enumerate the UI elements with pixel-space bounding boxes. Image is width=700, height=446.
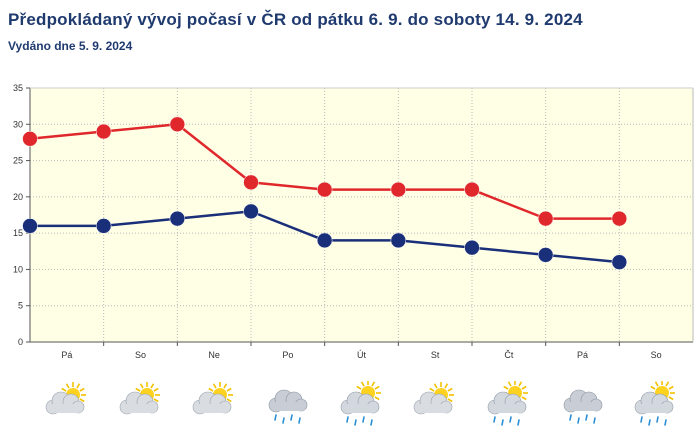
y-tick-label: 10 <box>13 264 23 274</box>
x-tick-label: Pá <box>61 350 72 360</box>
data-point <box>22 218 38 234</box>
y-tick-label: 0 <box>18 337 23 347</box>
x-tick-label: Po <box>282 350 293 360</box>
y-tick-label: 30 <box>13 119 23 129</box>
y-tick-label: 20 <box>13 192 23 202</box>
partly-cloudy-icon <box>45 382 86 415</box>
data-point <box>243 203 259 220</box>
x-tick-label: Pá <box>577 350 588 360</box>
partly-cloudy-icon <box>192 382 234 415</box>
x-tick-label: Čt <box>504 350 513 360</box>
issue-date: Vydáno dne 5. 9. 2024 <box>8 39 133 53</box>
partly-cloudy-icon <box>413 382 455 415</box>
x-tick-label: So <box>135 350 146 360</box>
y-tick-label: 35 <box>13 83 23 93</box>
data-point <box>390 232 407 249</box>
data-point <box>169 210 186 227</box>
x-tick-label: So <box>651 350 662 360</box>
data-point <box>316 232 333 249</box>
rain-cloud-icon <box>563 389 602 424</box>
data-point <box>243 174 259 191</box>
plot-area <box>30 88 693 342</box>
sun-rain-cloud-icon <box>487 381 528 426</box>
x-tick-label: St <box>431 350 440 360</box>
data-point <box>611 254 628 270</box>
data-point <box>537 210 554 227</box>
data-point <box>95 123 112 140</box>
rain-cloud-icon <box>268 389 308 424</box>
y-tick-label: 15 <box>13 228 23 238</box>
chart-title: Předpokládaný vývoj počasí v ČR od pátku… <box>8 10 583 29</box>
data-point <box>316 181 333 198</box>
data-point <box>537 247 554 263</box>
x-tick-label: Út <box>357 350 366 360</box>
y-tick-label: 25 <box>13 156 23 166</box>
data-point <box>22 131 38 147</box>
sun-rain-cloud-icon <box>634 381 676 426</box>
data-point <box>464 239 480 256</box>
y-tick-label: 5 <box>18 301 23 311</box>
data-point <box>464 181 480 198</box>
data-point <box>95 218 112 234</box>
x-tick-label: Ne <box>208 350 220 360</box>
sun-rain-cloud-icon <box>340 381 381 426</box>
partly-cloudy-icon <box>119 382 160 415</box>
data-point <box>169 116 186 133</box>
data-point <box>611 210 628 227</box>
data-point <box>390 181 407 198</box>
